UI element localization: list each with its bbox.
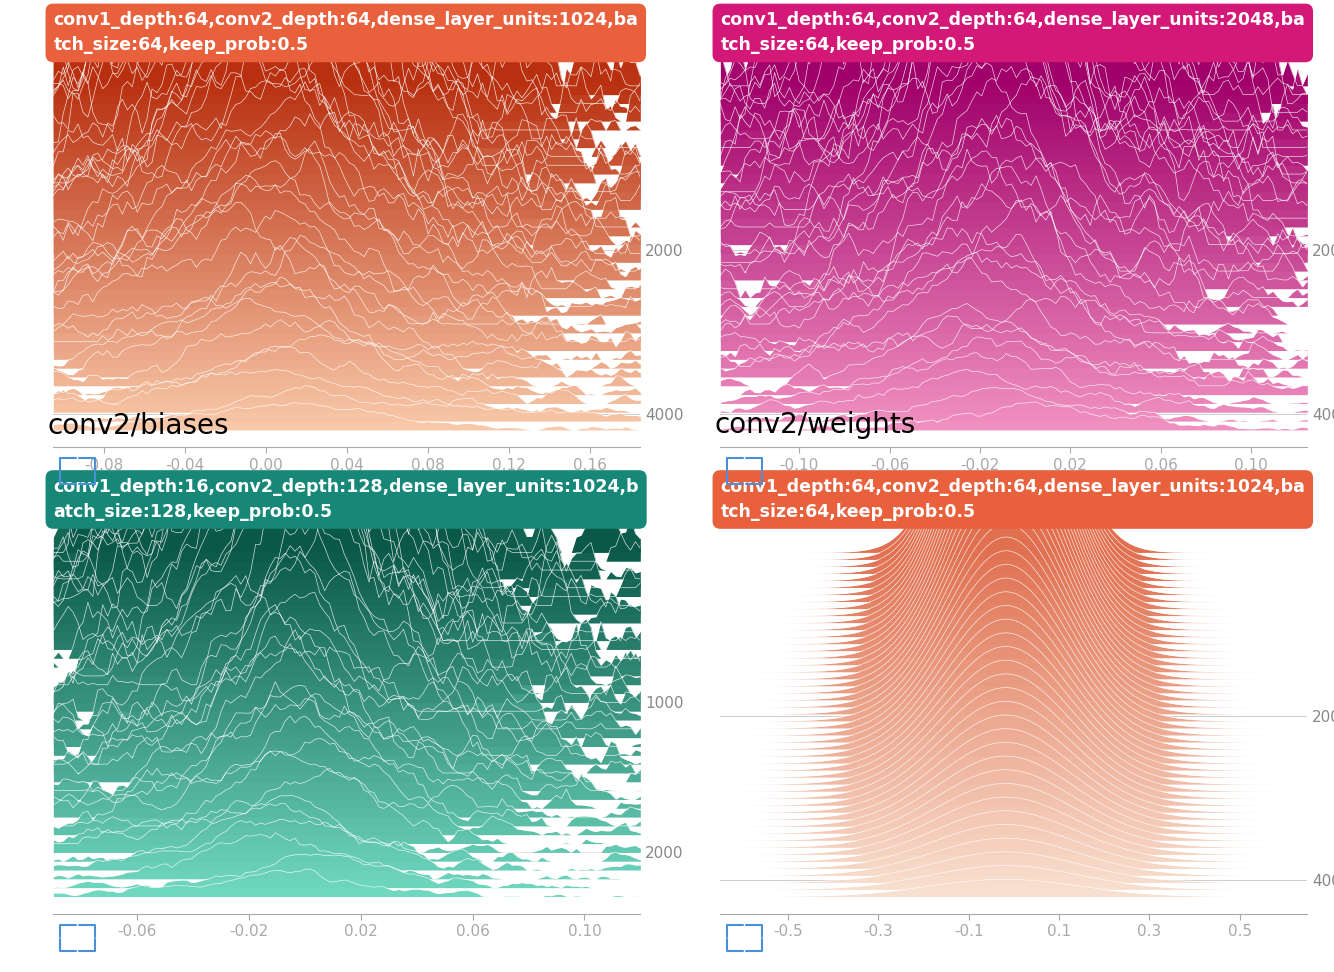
Text: conv1_depth:64,conv2_depth:64,dense_layer_units:2048,ba
tch_size:64,keep_prob:0.: conv1_depth:64,conv2_depth:64,dense_laye… xyxy=(720,12,1305,54)
Text: conv2/weights: conv2/weights xyxy=(715,411,915,439)
Text: conv1_depth:16,conv2_depth:128,dense_layer_units:1024,b
atch_size:128,keep_prob:: conv1_depth:16,conv2_depth:128,dense_lay… xyxy=(53,478,639,521)
Text: conv2/biases: conv2/biases xyxy=(48,411,229,439)
Text: conv1_depth:64,conv2_depth:64,dense_layer_units:1024,ba
tch_size:64,keep_prob:0.: conv1_depth:64,conv2_depth:64,dense_laye… xyxy=(720,478,1305,521)
Text: conv1_depth:64,conv2_depth:64,dense_layer_units:1024,ba
tch_size:64,keep_prob:0.: conv1_depth:64,conv2_depth:64,dense_laye… xyxy=(53,12,638,54)
